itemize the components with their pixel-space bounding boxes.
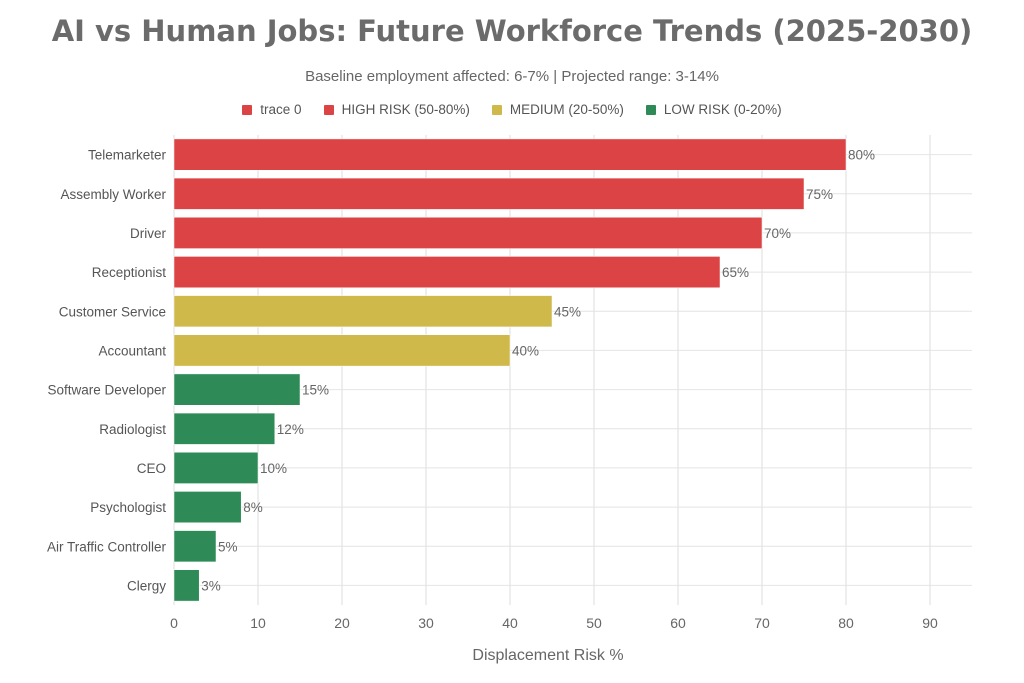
category-label: Customer Service [59, 304, 166, 319]
x-axis-title: Displacement Risk % [472, 647, 623, 664]
legend-swatch-icon [491, 104, 502, 115]
legend-swatch-icon [242, 104, 253, 115]
category-label: Receptionist [92, 265, 167, 280]
x-tick-label: 80 [838, 615, 854, 631]
data-label: 75% [806, 187, 833, 202]
bar [173, 177, 805, 210]
x-tick-label: 90 [922, 615, 938, 631]
data-label: 5% [218, 539, 238, 554]
x-tick-label: 40 [502, 615, 518, 631]
data-label: 10% [260, 461, 287, 476]
bar [173, 491, 242, 523]
data-label: 80% [848, 148, 875, 163]
bar [173, 452, 259, 484]
legend-item-trace-0[interactable]: trace 0 [242, 102, 302, 117]
category-label: Psychologist [90, 500, 166, 515]
x-tick-label: 30 [418, 615, 434, 631]
category-label: Telemarketer [88, 148, 167, 163]
category-label: Accountant [98, 343, 166, 358]
x-tick-label: 20 [334, 615, 350, 631]
bar [173, 530, 217, 563]
category-label: Air Traffic Controller [47, 539, 167, 554]
category-label: Software Developer [47, 383, 166, 398]
category-label: Clergy [127, 578, 166, 593]
data-label: 70% [764, 226, 791, 241]
legend-item-low-risk[interactable]: LOW RISK (0-20%) [645, 102, 782, 117]
bar [173, 373, 301, 406]
bar [173, 412, 276, 445]
category-label: Driver [130, 226, 167, 241]
data-label: 3% [201, 578, 221, 593]
x-tick-label: 0 [170, 615, 178, 631]
bar [173, 138, 847, 171]
chart-title: AI vs Human Jobs: Future Workforce Trend… [51, 14, 973, 48]
data-label: 45% [554, 304, 581, 319]
category-label: CEO [137, 461, 166, 476]
data-label: 65% [722, 265, 749, 280]
data-label: 15% [302, 383, 329, 398]
bar [173, 256, 721, 288]
data-label: 8% [243, 500, 263, 515]
chart-subtitle: Baseline employment affected: 6-7% | Pro… [305, 68, 719, 85]
legend-label: MEDIUM (20-50%) [509, 102, 624, 117]
legend-item-high-risk[interactable]: HIGH RISK (50-80%) [323, 102, 470, 117]
x-tick-label: 10 [250, 615, 266, 631]
bar [173, 334, 511, 367]
legend-label: LOW RISK (0-20%) [663, 102, 782, 117]
legend: trace 0 HIGH RISK (50-80%) MEDIUM (20-50… [0, 102, 1024, 117]
x-tick-label: 60 [670, 615, 686, 631]
data-label: 40% [512, 343, 539, 358]
legend-label: trace 0 [260, 102, 302, 117]
legend-swatch-icon [323, 104, 334, 115]
x-tick-label: 70 [754, 615, 770, 631]
bar [173, 295, 553, 328]
x-tick-label: 50 [586, 615, 602, 631]
bar [173, 217, 763, 249]
category-label: Radiologist [99, 422, 166, 437]
legend-swatch-icon [645, 104, 656, 115]
legend-item-medium[interactable]: MEDIUM (20-50%) [491, 102, 624, 117]
data-label: 12% [277, 422, 304, 437]
bar [173, 569, 200, 602]
legend-label: HIGH RISK (50-80%) [341, 102, 470, 117]
category-label: Assembly Worker [60, 187, 166, 202]
